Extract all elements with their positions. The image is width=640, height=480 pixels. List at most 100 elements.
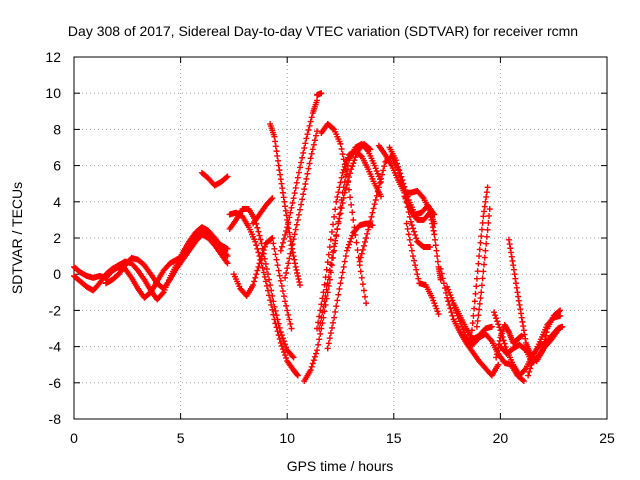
data-point (366, 222, 373, 229)
data-point (522, 335, 529, 342)
data-point (337, 140, 344, 147)
data-point (274, 152, 281, 159)
data-point (474, 268, 481, 275)
data-point (274, 157, 281, 164)
data-point (342, 253, 349, 260)
axis-ticks (73, 56, 608, 420)
data-point (482, 247, 489, 254)
data-point (288, 204, 295, 211)
data-point (262, 278, 269, 285)
x-tick-label: 5 (177, 430, 185, 446)
y-axis-label: SDTVAR / TECUs (9, 182, 25, 294)
data-point (502, 343, 509, 350)
data-point (431, 231, 438, 238)
data-point (271, 303, 278, 310)
data-point (454, 312, 461, 319)
data-point (326, 335, 333, 342)
data-point (413, 266, 420, 273)
data-point (542, 332, 549, 339)
data-point (282, 207, 289, 214)
data-point (308, 150, 315, 157)
data-point (277, 339, 284, 346)
data-point (518, 314, 525, 321)
data-point (509, 257, 516, 264)
grid-lines (74, 57, 607, 419)
data-point (286, 316, 293, 323)
data-point (357, 152, 364, 159)
data-point (285, 311, 292, 318)
data-point (392, 157, 399, 164)
data-point (296, 206, 303, 213)
data-point (482, 198, 489, 205)
data-point (521, 331, 528, 338)
data-point (359, 246, 366, 253)
data-point (337, 179, 344, 186)
data-point (284, 307, 291, 314)
data-point (283, 302, 290, 309)
data-point (293, 179, 300, 186)
data-point (296, 282, 303, 289)
data-point (487, 336, 494, 343)
data-point (521, 366, 528, 373)
data-point (276, 324, 283, 331)
data-point (365, 226, 372, 233)
data-point (520, 323, 527, 330)
data-point (302, 140, 309, 147)
data-point (307, 367, 314, 374)
data-point (408, 247, 415, 254)
data-point (328, 262, 335, 269)
data-point (481, 261, 488, 268)
data-point (279, 189, 286, 196)
data-point (287, 233, 294, 240)
data-point (277, 176, 284, 183)
data-point (519, 377, 526, 384)
data-point (299, 196, 306, 203)
data-point (347, 238, 354, 245)
data-point (282, 274, 289, 281)
data-point (557, 312, 564, 319)
data-point (292, 184, 299, 191)
data-point (278, 282, 285, 289)
data-point (289, 200, 296, 207)
data-point (368, 213, 375, 220)
data-point (518, 332, 525, 339)
data-point (300, 191, 307, 198)
data-point (402, 187, 409, 194)
data-point (268, 235, 275, 242)
data-point (407, 242, 414, 249)
data-point (343, 157, 350, 164)
data-point (320, 289, 327, 296)
data-marks (71, 90, 566, 384)
y-tick-label: 4 (53, 194, 61, 210)
data-point (276, 167, 283, 174)
data-point (431, 300, 438, 307)
data-point (292, 226, 299, 233)
data-point (439, 275, 446, 282)
data-point (476, 306, 483, 313)
data-point (282, 341, 289, 348)
data-point (306, 160, 313, 167)
data-point (479, 219, 486, 226)
data-point (447, 292, 454, 299)
data-point (363, 300, 370, 307)
data-point (358, 274, 365, 281)
data-point (340, 156, 347, 163)
data-point (468, 327, 475, 334)
data-point (413, 235, 420, 242)
data-point (434, 308, 441, 315)
x-tick-label: 20 (493, 430, 509, 446)
series-t32 (497, 327, 561, 366)
data-point (261, 273, 268, 280)
data-point (294, 273, 301, 280)
data-point (294, 371, 301, 378)
series-t18 (356, 153, 434, 265)
data-point (493, 315, 500, 322)
data-point (400, 180, 407, 187)
data-point (396, 167, 403, 174)
data-point (290, 354, 297, 361)
data-point (510, 266, 517, 273)
data-point (554, 327, 561, 334)
data-point (378, 175, 385, 182)
data-point (283, 355, 290, 362)
data-point (272, 143, 279, 150)
